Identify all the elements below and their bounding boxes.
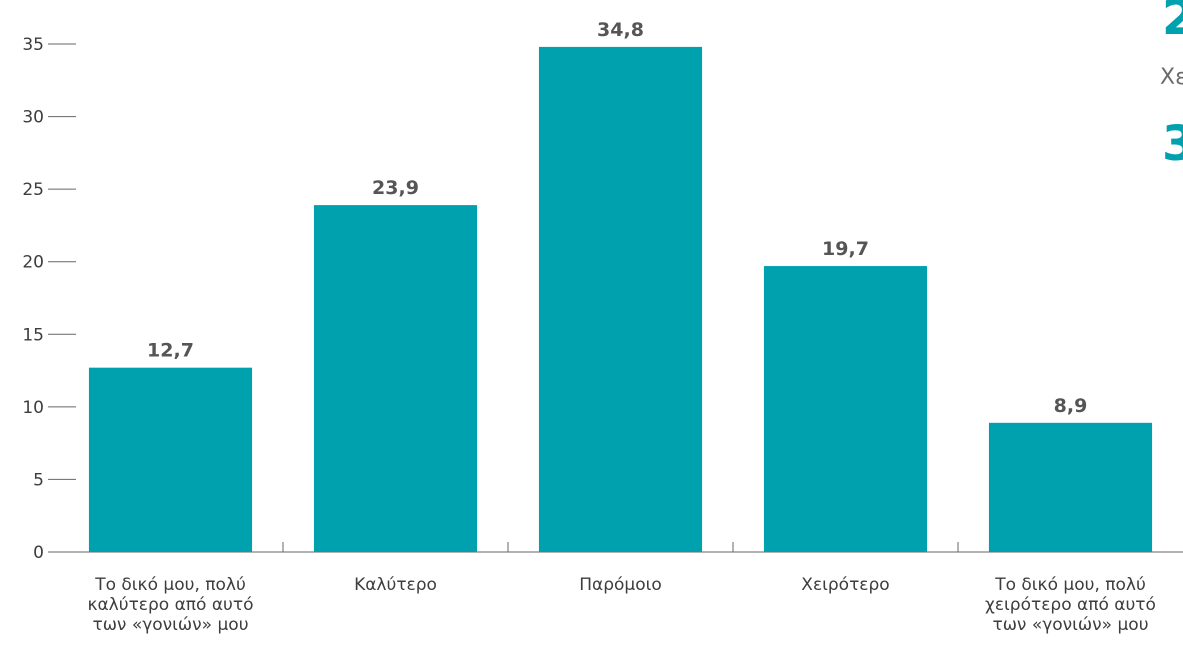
bar bbox=[88, 367, 253, 552]
category-label-line: Το δικό μου, πολύ bbox=[994, 575, 1146, 595]
bar-value-label: 12,7 bbox=[147, 340, 194, 362]
y-tick-label: 25 bbox=[22, 180, 44, 200]
y-tick-label: 20 bbox=[22, 253, 44, 273]
side-panel-text: Χε bbox=[1160, 65, 1183, 90]
category-label-line: Καλύτερο bbox=[354, 575, 437, 595]
category-label-line: Χειρότερο bbox=[801, 575, 889, 595]
category-label-line: καλύτερο από αυτό bbox=[87, 595, 253, 615]
value-labels: 12,7 23,9 34,8 19,7 8,9 bbox=[147, 19, 1087, 417]
y-tick-label: 5 bbox=[33, 470, 44, 490]
y-tick-label: 35 bbox=[22, 35, 44, 55]
category-label-line: χειρότερο από αυτό bbox=[985, 595, 1156, 615]
category-label: Το δικό μου, πολύ καλύτερο από αυτό των «γ… bbox=[87, 575, 253, 635]
category-label: Το δικό μου, πολύ χειρότερο από αυτό των «… bbox=[985, 575, 1156, 635]
bar-value-label: 8,9 bbox=[1054, 395, 1088, 417]
cropped-side-panel: 2 Χε 3 bbox=[1160, 0, 1183, 172]
bar-value-label: 19,7 bbox=[822, 238, 869, 260]
bars bbox=[88, 46, 1153, 552]
bar-value-label: 34,8 bbox=[597, 19, 644, 41]
category-label-line: των «γονιών» μου bbox=[92, 615, 248, 635]
y-axis: 0 5 10 15 20 25 30 35 bbox=[22, 35, 76, 563]
bar bbox=[988, 422, 1153, 552]
y-tick-label: 15 bbox=[22, 325, 44, 345]
y-tick-label: 10 bbox=[22, 398, 44, 418]
bar bbox=[538, 46, 703, 552]
category-label: Παρόμοιο bbox=[579, 575, 662, 595]
side-panel-top-digit: 2 bbox=[1162, 0, 1183, 46]
bar-value-label: 23,9 bbox=[372, 177, 419, 199]
side-panel-bottom-digit: 3 bbox=[1162, 116, 1183, 172]
y-tick-label: 30 bbox=[22, 108, 44, 128]
category-label: Χειρότερο bbox=[801, 575, 889, 595]
bar bbox=[313, 205, 478, 552]
category-label: Καλύτερο bbox=[354, 575, 437, 595]
category-label-line: των «γονιών» μου bbox=[992, 615, 1148, 635]
bar bbox=[763, 266, 928, 552]
category-labels: Το δικό μου, πολύ καλύτερο από αυτό των «γ… bbox=[87, 575, 1155, 635]
category-label-line: Το δικό μου, πολύ bbox=[94, 575, 246, 595]
y-tick-label: 0 bbox=[33, 543, 44, 563]
category-label-line: Παρόμοιο bbox=[579, 575, 662, 595]
